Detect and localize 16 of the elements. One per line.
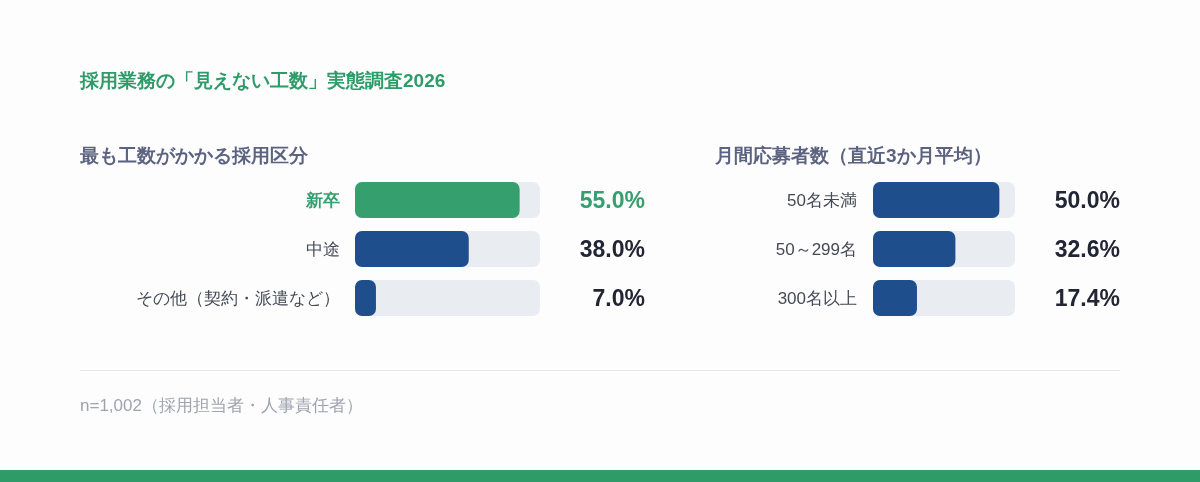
y-tick-label: 300名以上 [777,288,857,308]
data-label: 7.0% [592,285,645,311]
data-label: 38.0% [579,236,645,262]
data-label: 32.6% [1054,236,1120,262]
chart-title: 月間応募者数（直近3か月平均） [715,144,992,166]
data-label: 55.0% [579,187,645,213]
y-tick-label: 50～299名 [775,239,857,259]
y-tick-label: 中途 [306,239,340,259]
data-label: 50.0% [1054,187,1120,213]
y-tick-label: 50名未満 [787,190,857,210]
y-tick-label: 新卒 [305,190,340,210]
title: 採用業務の「見えない工数」実態調査2026 [80,69,446,91]
data-label: 17.4% [1054,285,1120,311]
chart-title: 最も工数がかかる採用区分 [80,144,308,166]
y-tick-label: その他（契約・派遣など） [136,288,340,308]
annotation: n=1,002（採用担当者・人事責任者） [80,395,363,415]
